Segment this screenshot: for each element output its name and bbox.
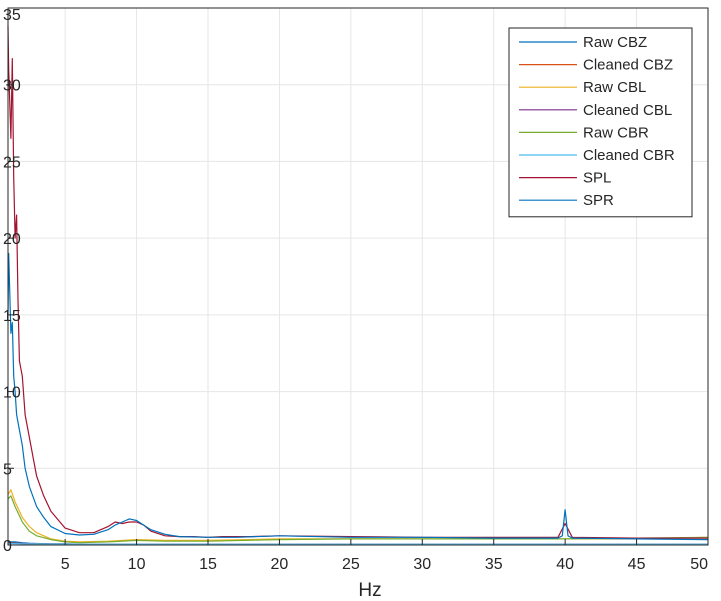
x-tick-label: 10 [128, 556, 146, 573]
series-line-cleaned-cbr [7, 542, 708, 545]
legend: Raw CBZ Cleaned CBZ Raw CBL Cleaned CBL Raw … [508, 27, 693, 218]
y-tick-label: 25 [3, 154, 21, 171]
legend-box [508, 27, 693, 218]
x-tick-label: 35 [485, 556, 503, 573]
legend-label: Cleaned CBR [583, 147, 675, 164]
x-tick-label: 30 [413, 556, 431, 573]
x-tick-label: 5 [61, 556, 70, 573]
x-tick-label: 15 [199, 556, 217, 573]
plot-frame [7, 7, 709, 546]
series-line-raw-cbr [7, 495, 709, 544]
y-tick-label: 20 [3, 231, 21, 248]
x-tick-label: 20 [271, 556, 289, 573]
legend-label: SPR [583, 192, 614, 209]
legend-label: Cleaned CBZ [583, 57, 673, 74]
y-tick-label: 0 [3, 538, 12, 555]
y-tick-label: 35 [3, 7, 21, 24]
y-tick-label: 30 [3, 78, 21, 95]
y-tick-label: 10 [3, 385, 21, 402]
y-tick-label: 15 [3, 308, 21, 325]
x-tick-label: 50 [690, 556, 708, 573]
legend-label: Raw CBL [583, 79, 646, 96]
legend-label: Raw CBR [583, 124, 649, 141]
series-line-spr [7, 252, 709, 541]
legend-label: Raw CBZ [583, 34, 647, 51]
x-tick-label: 45 [628, 556, 646, 573]
x-axis-label: Hz [358, 580, 381, 601]
x-tick-label: 25 [342, 556, 360, 573]
legend-label: Cleaned CBL [583, 102, 672, 119]
legend-label: SPL [583, 170, 611, 187]
axis-ticks: 5 10 15 20 25 30 35 40 45 50 0 5 10 15 20 25 30 35 [3, 7, 709, 573]
x-tick-label: 40 [556, 556, 574, 573]
y-tick-label: 5 [3, 461, 12, 478]
